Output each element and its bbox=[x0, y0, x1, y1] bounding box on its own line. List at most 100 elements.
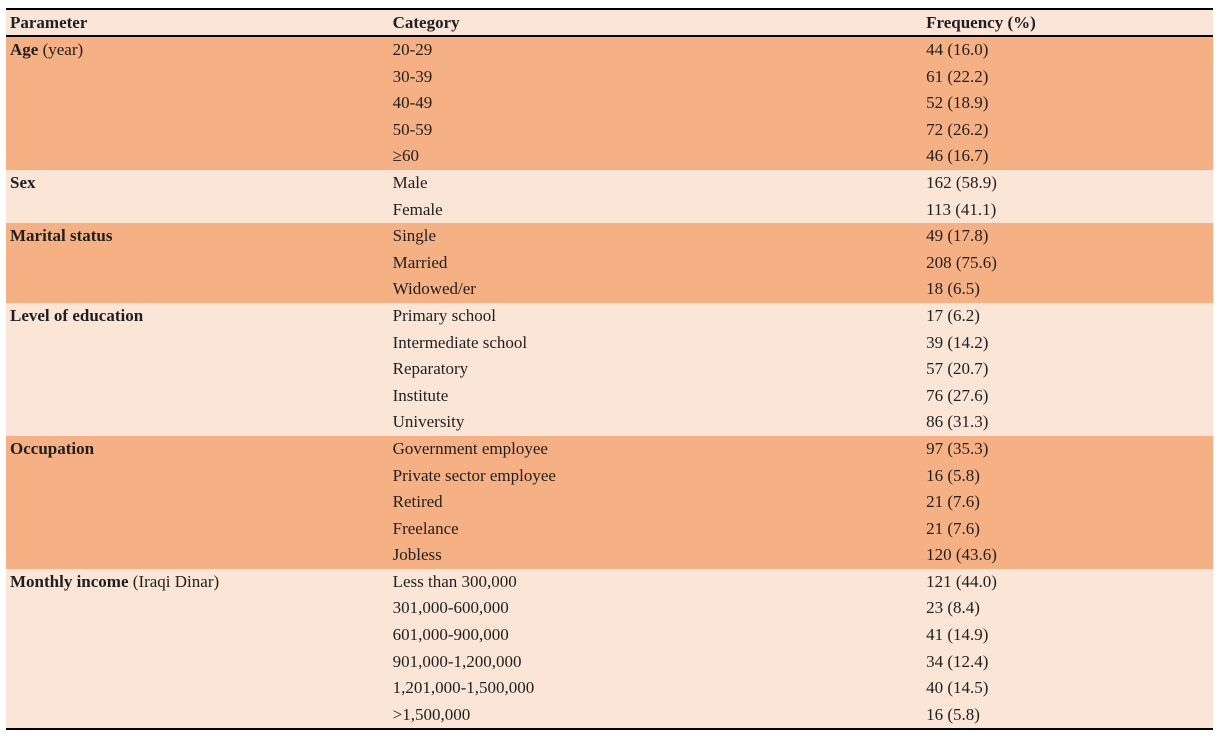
category-cell: Married bbox=[388, 249, 923, 277]
param-cell: Level of education bbox=[6, 302, 389, 330]
param-cell bbox=[6, 63, 389, 91]
param-cell bbox=[6, 595, 389, 623]
table-row: 30-39 61 (22.2) bbox=[6, 63, 1213, 91]
param-cell bbox=[6, 196, 389, 224]
category-cell: University bbox=[388, 409, 923, 436]
table-row: Monthly income (Iraqi Dinar) Less than 3… bbox=[6, 568, 1213, 596]
frequency-cell: 72 (26.2) bbox=[922, 116, 1213, 144]
param-cell bbox=[6, 90, 389, 117]
frequency-cell: 40 (14.5) bbox=[922, 675, 1213, 702]
param-cell: Occupation bbox=[6, 435, 389, 463]
table-row: Marital status Single 49 (17.8) bbox=[6, 223, 1213, 250]
param-cell: Monthly income (Iraqi Dinar) bbox=[6, 568, 389, 596]
table-row: 1,201,000-1,500,000 40 (14.5) bbox=[6, 675, 1213, 702]
category-cell: 20-29 bbox=[388, 36, 923, 64]
category-cell: >1,500,000 bbox=[388, 701, 923, 730]
table-row: 901,000-1,200,000 34 (12.4) bbox=[6, 648, 1213, 676]
table-row: Occupation Government employee 97 (35.3) bbox=[6, 435, 1213, 463]
param-cell: Marital status bbox=[6, 223, 389, 250]
table-row: Female 113 (41.1) bbox=[6, 196, 1213, 224]
frequency-cell: 18 (6.5) bbox=[922, 276, 1213, 303]
table-row: Age (year) 20-29 44 (16.0) bbox=[6, 36, 1213, 64]
category-cell: Less than 300,000 bbox=[388, 568, 923, 596]
frequency-cell: 86 (31.3) bbox=[922, 409, 1213, 436]
frequency-cell: 46 (16.7) bbox=[922, 143, 1213, 170]
table-row: Intermediate school 39 (14.2) bbox=[6, 329, 1213, 357]
param-cell bbox=[6, 329, 389, 357]
table-row: 50-59 72 (26.2) bbox=[6, 116, 1213, 144]
parameter-label: Occupation bbox=[10, 438, 95, 458]
frequency-cell: 162 (58.9) bbox=[922, 169, 1213, 197]
frequency-cell: 44 (16.0) bbox=[922, 36, 1213, 64]
category-cell: 301,000-600,000 bbox=[388, 595, 923, 623]
category-cell: 50-59 bbox=[388, 116, 923, 144]
frequency-cell: 16 (5.8) bbox=[922, 462, 1213, 490]
table-header-row: Parameter Category Frequency (%) bbox=[6, 9, 1213, 37]
table-row: 601,000-900,000 41 (14.9) bbox=[6, 622, 1213, 649]
param-cell bbox=[6, 675, 389, 702]
column-header-parameter: Parameter bbox=[6, 9, 389, 37]
frequency-cell: 39 (14.2) bbox=[922, 329, 1213, 357]
frequency-cell: 21 (7.6) bbox=[922, 515, 1213, 543]
frequency-cell: 113 (41.1) bbox=[922, 196, 1213, 224]
category-cell: Retired bbox=[388, 489, 923, 516]
frequency-cell: 41 (14.9) bbox=[922, 622, 1213, 649]
category-cell: Male bbox=[388, 169, 923, 197]
table-row: Retired 21 (7.6) bbox=[6, 489, 1213, 516]
category-cell: Single bbox=[388, 223, 923, 250]
table-row: Reparatory 57 (20.7) bbox=[6, 356, 1213, 383]
param-cell bbox=[6, 409, 389, 436]
param-cell bbox=[6, 116, 389, 144]
category-cell: 30-39 bbox=[388, 63, 923, 91]
param-cell bbox=[6, 143, 389, 170]
param-cell bbox=[6, 622, 389, 649]
table-row: Private sector employee 16 (5.8) bbox=[6, 462, 1213, 490]
param-cell bbox=[6, 249, 389, 277]
frequency-cell: 57 (20.7) bbox=[922, 356, 1213, 383]
frequency-cell: 23 (8.4) bbox=[922, 595, 1213, 623]
table-row: ≥60 46 (16.7) bbox=[6, 143, 1213, 170]
param-cell bbox=[6, 356, 389, 383]
frequency-cell: 76 (27.6) bbox=[922, 382, 1213, 410]
frequency-cell: 34 (12.4) bbox=[922, 648, 1213, 676]
table-row: Level of education Primary school 17 (6.… bbox=[6, 302, 1213, 330]
table-row: Widowed/er 18 (6.5) bbox=[6, 276, 1213, 303]
frequency-cell: 61 (22.2) bbox=[922, 63, 1213, 91]
column-header-category: Category bbox=[388, 9, 923, 37]
frequency-cell: 21 (7.6) bbox=[922, 489, 1213, 516]
category-cell: 40-49 bbox=[388, 90, 923, 117]
param-cell: Sex bbox=[6, 169, 389, 197]
category-cell: Government employee bbox=[388, 435, 923, 463]
table-row: 40-49 52 (18.9) bbox=[6, 90, 1213, 117]
param-cell bbox=[6, 382, 389, 410]
parameter-label: Age bbox=[10, 40, 39, 59]
parameter-label: Level of education bbox=[10, 305, 144, 325]
category-cell: Primary school bbox=[388, 302, 923, 330]
parameter-label: Marital status bbox=[10, 226, 113, 246]
parameter-suffix: (year) bbox=[38, 40, 84, 59]
param-cell bbox=[6, 515, 389, 543]
frequency-cell: 16 (5.8) bbox=[922, 701, 1213, 730]
param-cell bbox=[6, 648, 389, 676]
table-row: University 86 (31.3) bbox=[6, 409, 1213, 436]
frequency-cell: 121 (44.0) bbox=[922, 568, 1213, 596]
column-header-frequency: Frequency (%) bbox=[922, 9, 1213, 37]
category-cell: Private sector employee bbox=[388, 462, 923, 490]
category-cell: Institute bbox=[388, 382, 923, 410]
parameter-label: Sex bbox=[10, 172, 36, 192]
category-cell: Intermediate school bbox=[388, 329, 923, 357]
category-cell: ≥60 bbox=[388, 143, 923, 170]
category-cell: Widowed/er bbox=[388, 276, 923, 303]
table-row: Institute 76 (27.6) bbox=[6, 382, 1213, 410]
table-row: Sex Male 162 (58.9) bbox=[6, 169, 1213, 197]
param-cell bbox=[6, 462, 389, 490]
param-cell bbox=[6, 276, 389, 303]
category-cell: Female bbox=[388, 196, 923, 224]
frequency-cell: 52 (18.9) bbox=[922, 90, 1213, 117]
param-cell: Age (year) bbox=[6, 36, 389, 64]
category-cell: 901,000-1,200,000 bbox=[388, 648, 923, 676]
category-cell: Freelance bbox=[388, 515, 923, 543]
table-row: 301,000-600,000 23 (8.4) bbox=[6, 595, 1213, 623]
table-row: Jobless 120 (43.6) bbox=[6, 542, 1213, 569]
